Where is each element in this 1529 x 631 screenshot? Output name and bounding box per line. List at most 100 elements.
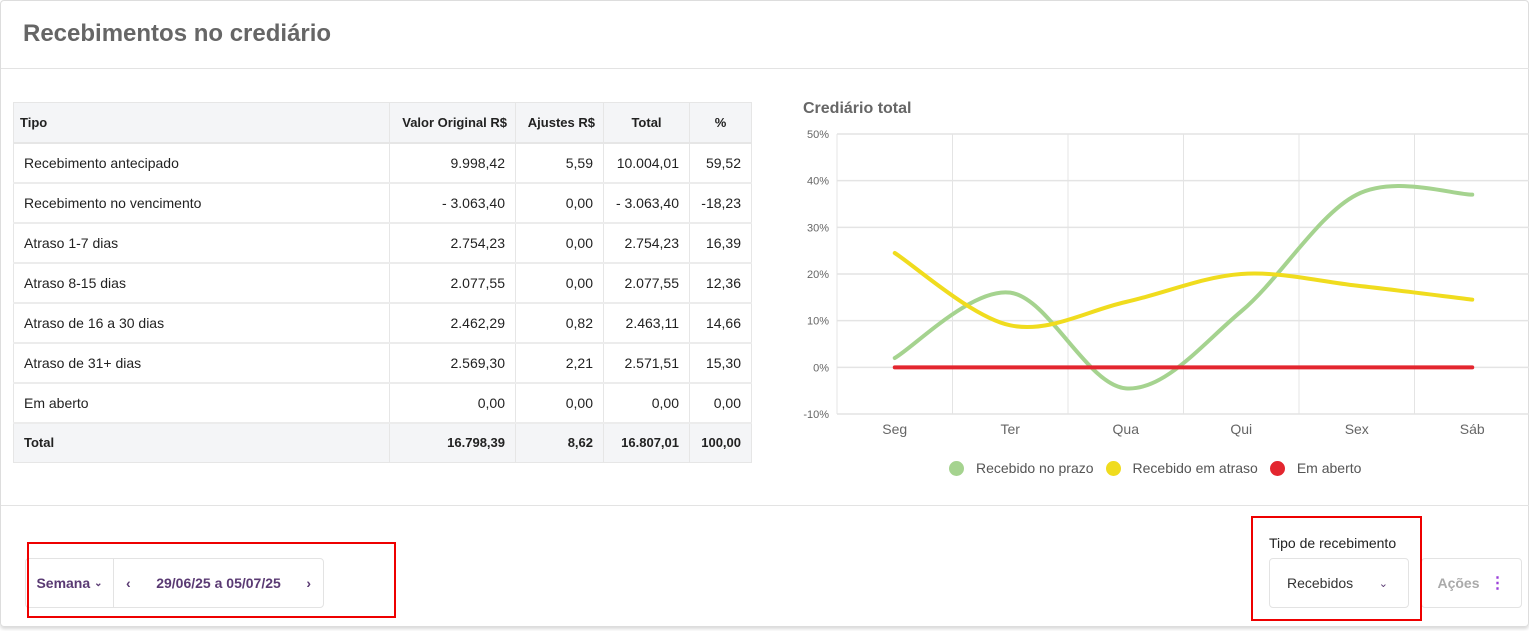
y-tick-label: 10% — [807, 316, 829, 328]
chevron-down-icon: ⌄ — [1378, 577, 1388, 590]
cell-tipo: Recebimento antecipado — [13, 142, 390, 184]
data-point — [1124, 386, 1128, 390]
col-valor-original: Valor Original R$ — [389, 102, 516, 144]
tipo-recebimento-select[interactable]: Recebidos ⌄ — [1269, 558, 1409, 608]
data-point — [893, 356, 897, 360]
cell-valor-original: 2.462,29 — [389, 302, 516, 344]
divider — [1, 68, 1529, 69]
y-tick-label: 50% — [807, 129, 829, 141]
tipo-recebimento-value: Recebidos — [1287, 575, 1354, 591]
x-tick-label: Qui — [1230, 421, 1252, 437]
x-tick-label: Seg — [882, 421, 907, 437]
summary-table: Tipo Valor Original R$ Ajustes R$ Total … — [13, 102, 752, 463]
acoes-button[interactable]: Ações ⋮ — [1421, 558, 1522, 608]
table-row: Em aberto 0,00 0,00 0,00 0,00 — [13, 382, 752, 424]
data-point — [893, 251, 897, 255]
chart-title: Crediário total — [803, 100, 912, 117]
legend-label: Em aberto — [1296, 460, 1362, 476]
date-range: 29/06/25 a 05/07/25 — [156, 575, 281, 591]
cell-percent: -18,23 — [689, 182, 752, 224]
cell-total: 10.004,01 — [603, 142, 690, 184]
legend-item[interactable]: Recebido no prazo — [949, 460, 1094, 476]
cell-total: 2.571,51 — [603, 342, 690, 384]
cell-total: 2.754,23 — [603, 222, 690, 264]
cell-ajustes: 0,00 — [515, 182, 604, 224]
table-row: Recebimento no vencimento - 3.063,40 0,00-… — [13, 182, 752, 224]
cell-ajustes: 0,82 — [515, 302, 604, 344]
series-line-recebido-em-atraso — [892, 251, 1475, 330]
data-point — [1124, 365, 1128, 369]
cell-total: 2.463,11 — [603, 302, 690, 344]
legend-label: Recebido no prazo — [976, 460, 1094, 476]
data-point — [1239, 365, 1243, 369]
period-type-dropdown[interactable]: Semana ⌄ — [26, 559, 114, 607]
divider — [1, 505, 1529, 506]
cell-total: 2.077,55 — [603, 262, 690, 304]
data-point — [1008, 323, 1012, 327]
cell-tipo: Atraso de 31+ dias — [13, 342, 390, 384]
legend-dot-icon — [1269, 460, 1285, 476]
previous-period-button[interactable]: ‹ — [126, 575, 131, 591]
data-point — [1355, 193, 1359, 197]
data-point — [1008, 291, 1012, 295]
data-point — [1470, 298, 1474, 302]
table-row: Atraso 8-15 dias 2.077,55 0,00 2.077,55 12,3… — [13, 262, 752, 304]
cell-ajustes: 2,21 — [515, 342, 604, 384]
cell-tipo: Atraso de 16 a 30 dias — [13, 302, 390, 344]
cell-valor-original: 2.569,30 — [389, 342, 516, 384]
x-tick-label: Qua — [1113, 421, 1140, 437]
line-chart: 50% 40% 30% 20% 10% 0% -10% Seg Ter Qua Qui Sex Sáb — [803, 129, 1529, 437]
cell-total: - 3.063,40 — [603, 182, 690, 224]
data-point — [1008, 365, 1012, 369]
y-tick-label: 30% — [807, 222, 829, 234]
total-tipo: Total — [13, 422, 390, 463]
tipo-recebimento-label: Tipo de recebimento — [1269, 535, 1397, 551]
col-ajustes: Ajustes R$ — [515, 102, 604, 144]
total-valor-original: 16.798,39 — [389, 422, 516, 463]
cell-valor-original: - 3.063,40 — [389, 182, 516, 224]
y-tick-label: -10% — [803, 409, 829, 421]
legend-label: Recebido em atraso — [1132, 460, 1258, 476]
cell-percent: 14,66 — [689, 302, 752, 344]
cell-percent: 16,39 — [689, 222, 752, 264]
cell-total: 0,00 — [603, 382, 690, 424]
cell-percent: 59,52 — [689, 142, 752, 184]
cell-percent: 15,30 — [689, 342, 752, 384]
cell-valor-original: 2.754,23 — [389, 222, 516, 264]
period-type-label: Semana — [36, 575, 91, 591]
legend-dot-icon — [949, 460, 964, 476]
cell-tipo: Atraso 8-15 dias — [13, 262, 390, 304]
data-point — [1355, 365, 1359, 369]
cell-tipo: Em aberto — [13, 382, 390, 424]
y-tick-label: 40% — [807, 176, 829, 188]
col-total: Total — [603, 102, 690, 144]
table-row: Atraso de 31+ dias 2.569,30 2,21 2.571,51 15… — [13, 342, 752, 384]
legend-dot-icon — [1105, 460, 1121, 476]
data-point — [893, 365, 897, 369]
data-point — [1470, 365, 1474, 369]
table-row: Atraso de 16 a 30 dias 2.462,29 0,82 2.463,… — [13, 302, 752, 344]
cell-tipo: Recebimento no vencimento — [13, 182, 390, 224]
table-row: Recebimento antecipado 9.998,42 5,59 10.004… — [13, 142, 752, 184]
legend-item[interactable]: Recebido em atraso — [1105, 460, 1258, 476]
cell-ajustes: 0,00 — [515, 222, 604, 264]
cell-valor-original: 0,00 — [389, 382, 516, 424]
table-header-row: Tipo Valor Original R$ Ajustes R$ Total … — [13, 102, 752, 144]
y-tick-label: 20% — [807, 269, 829, 281]
data-point — [1239, 309, 1243, 313]
legend-item[interactable]: Em aberto — [1269, 460, 1362, 476]
cell-tipo: Atraso 1-7 dias — [13, 222, 390, 264]
col-tipo: Tipo — [13, 102, 390, 144]
data-point — [1124, 300, 1128, 304]
x-tick-label: Sáb — [1460, 421, 1485, 437]
table-total-row: Total 16.798,39 8,62 16.807,01 100,00 — [13, 422, 752, 463]
data-point — [1470, 193, 1474, 197]
next-period-button[interactable]: › — [306, 575, 311, 591]
cell-ajustes: 0,00 — [515, 382, 604, 424]
total-ajustes: 8,62 — [515, 422, 604, 463]
total-total: 16.807,01 — [603, 422, 690, 463]
cell-ajustes: 0,00 — [515, 262, 604, 304]
cell-percent: 12,36 — [689, 262, 752, 304]
data-point — [1239, 272, 1243, 276]
